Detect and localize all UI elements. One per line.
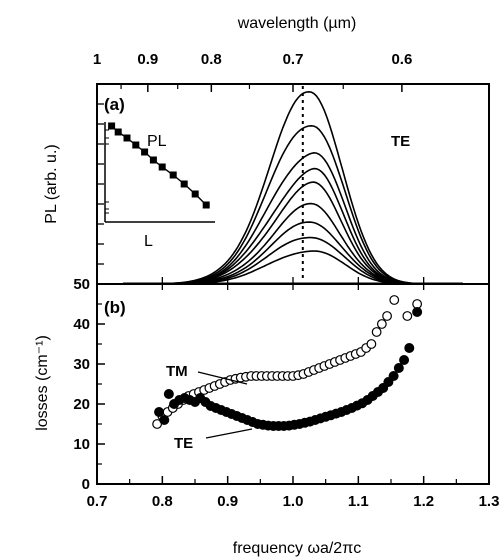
wavelength-tick-labels: 1 0.9 0.8 0.7 0.6 — [93, 51, 412, 68]
pl-axis-title: PL (arb. u.) — [43, 144, 60, 223]
panel-b-frame — [96, 283, 490, 485]
te-point — [412, 307, 423, 317]
panel-a: (a) TE PL (arb. u.) PL L — [43, 83, 490, 285]
te-point — [159, 415, 170, 425]
te-point — [399, 355, 410, 365]
pl-curve — [123, 250, 461, 285]
inset: PL L — [104, 122, 215, 250]
losses-tick-label: 20 — [73, 396, 90, 413]
te-point — [393, 363, 404, 373]
tm-point — [382, 311, 392, 321]
inset-point — [158, 163, 166, 171]
tm-annotation: TM — [166, 363, 188, 380]
te-point — [388, 371, 399, 381]
te-annotation-a: TE — [391, 133, 410, 150]
inset-point — [108, 122, 116, 130]
inset-point — [149, 156, 157, 164]
pl-curves — [123, 90, 463, 285]
panel-b: (b) losses (cm⁻¹) frequency ωa/2πc 0.7 0.… — [34, 276, 499, 557]
wavelength-tick-label: 0.6 — [391, 51, 412, 68]
panel-b-label: (b) — [104, 298, 126, 317]
tm-point — [371, 327, 382, 337]
tm-point — [366, 339, 377, 349]
frequency-tick-label: 0.8 — [152, 493, 173, 510]
tm-pointer — [197, 371, 248, 385]
frequency-tick-label: 1.2 — [413, 493, 434, 510]
panel-a-label: (a) — [104, 95, 125, 114]
inset-y-label: PL — [147, 133, 167, 150]
te-annotation-b: TE — [174, 435, 193, 452]
tm-point — [376, 319, 387, 329]
tm-point — [402, 311, 413, 321]
frequency-tick-label: 1.1 — [348, 493, 369, 510]
wavelength-tick-label: 1 — [93, 51, 101, 68]
inset-ticks — [105, 129, 109, 214]
losses-tick-label: 40 — [73, 316, 90, 333]
te-pointer — [205, 428, 253, 439]
frequency-tick-label: 1.0 — [283, 493, 304, 510]
frequency-tick-label: 0.7 — [87, 493, 108, 510]
inset-point — [191, 190, 199, 198]
tm-series — [152, 295, 423, 429]
pl-curve — [123, 202, 461, 285]
pl-curve — [123, 167, 461, 285]
inset-point — [123, 134, 131, 142]
inset-point — [141, 148, 149, 156]
panel-b-ticks — [96, 283, 490, 485]
wavelength-tick-label: 0.7 — [283, 51, 304, 68]
te-point — [404, 343, 415, 353]
panel-b-tick-labels: 0.7 0.8 0.9 1.0 1.1 1.2 1.3 0 10 20 30 40 50 — [73, 276, 499, 510]
te-point — [154, 407, 165, 417]
pl-curve — [123, 181, 461, 285]
tm-point — [389, 295, 400, 305]
te-point — [163, 389, 174, 399]
wavelength-tick-label: 0.9 — [137, 51, 158, 68]
frequency-tick-label: 0.9 — [217, 493, 238, 510]
losses-axis-title: losses (cm⁻¹) — [34, 335, 51, 431]
losses-tick-label: 30 — [73, 356, 90, 373]
losses-tick-label: 50 — [73, 276, 90, 293]
wavelength-axis-title: wavelength (µm) — [237, 15, 357, 32]
pl-curve — [123, 221, 461, 285]
inset-point — [132, 141, 140, 149]
inset-point — [169, 171, 177, 179]
inset-point — [202, 201, 210, 209]
losses-tick-label: 0 — [82, 476, 90, 493]
inset-points — [108, 122, 210, 209]
wavelength-tick-label: 0.8 — [201, 51, 222, 68]
losses-tick-label: 10 — [73, 436, 90, 453]
inset-point — [180, 180, 188, 188]
frequency-axis-title: frequency ωa/2πc — [233, 540, 361, 557]
inset-point — [114, 128, 122, 136]
pl-curve — [123, 236, 461, 285]
inset-x-label: L — [144, 233, 153, 250]
frequency-tick-label: 1.3 — [479, 493, 500, 510]
te-series — [154, 307, 423, 431]
panel-a-ticks — [96, 84, 490, 284]
